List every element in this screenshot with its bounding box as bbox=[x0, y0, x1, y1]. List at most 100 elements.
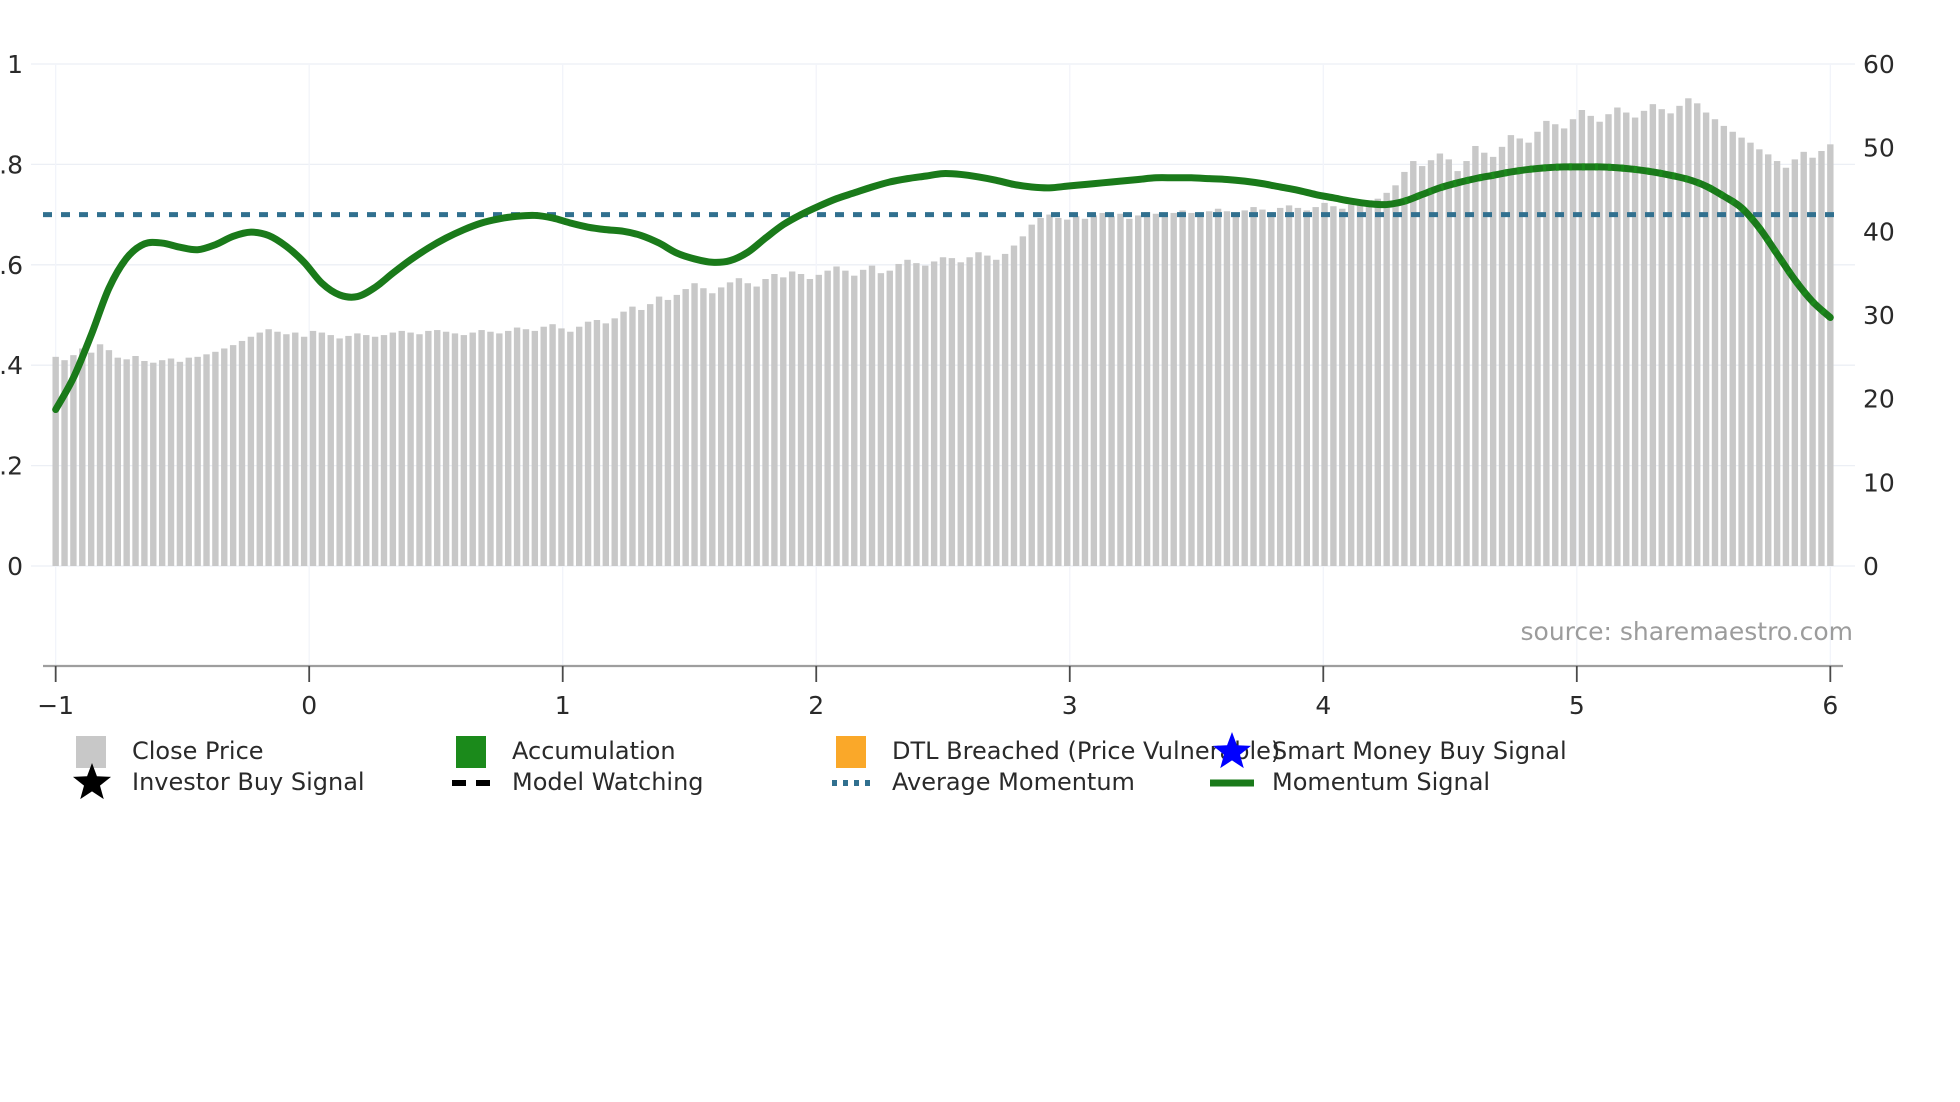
bar-close-price bbox=[256, 332, 263, 566]
bar-close-price bbox=[549, 324, 556, 566]
bar-close-price bbox=[354, 333, 361, 566]
y-left-tick-label: 0.6 bbox=[0, 251, 23, 280]
legend-average-momentum[interactable]: Average Momentum bbox=[832, 768, 1135, 796]
bar-close-price bbox=[744, 283, 751, 566]
legend-smart-money[interactable]: Smart Money Buy Signal bbox=[1212, 732, 1567, 769]
bar-close-price bbox=[79, 348, 86, 566]
bar-close-price bbox=[1294, 207, 1302, 566]
bar-close-price bbox=[265, 329, 272, 566]
bar-close-price bbox=[425, 330, 432, 566]
legend-close-price[interactable]: Close Price bbox=[76, 736, 264, 768]
bar-close-price bbox=[451, 333, 459, 566]
bar-close-price bbox=[96, 344, 104, 566]
bar-close-price bbox=[1001, 253, 1009, 567]
bar-close-price bbox=[993, 259, 1000, 566]
bar-close-price bbox=[1605, 114, 1612, 566]
bar-close-price bbox=[1046, 214, 1053, 566]
bar-close-price bbox=[1188, 212, 1195, 566]
bar-close-price bbox=[1383, 192, 1390, 566]
bar-close-price bbox=[1791, 159, 1799, 566]
bar-close-price bbox=[1064, 219, 1071, 566]
bar-close-price bbox=[1339, 208, 1346, 567]
bar-close-price bbox=[398, 330, 405, 566]
bar-close-price bbox=[167, 358, 175, 566]
bar-close-price bbox=[1365, 203, 1373, 566]
legend-model-watching[interactable]: Model Watching bbox=[452, 768, 704, 796]
bar-close-price bbox=[176, 361, 184, 566]
bar-close-price bbox=[1285, 205, 1293, 566]
bar-close-price bbox=[158, 360, 166, 566]
x-axis-tick-label: 0 bbox=[301, 691, 317, 720]
bar-close-price bbox=[1418, 166, 1426, 566]
bar-close-price bbox=[203, 354, 210, 566]
bar-close-price bbox=[371, 336, 379, 566]
bar-close-price bbox=[1569, 119, 1577, 566]
bar-close-price bbox=[709, 293, 716, 566]
bar-close-price bbox=[1729, 131, 1736, 566]
bar-close-price bbox=[1534, 131, 1541, 566]
bar-close-price bbox=[664, 299, 672, 566]
bar-close-price bbox=[859, 269, 867, 566]
bar-close-price bbox=[1498, 146, 1506, 566]
x-axis-tick-label: 5 bbox=[1569, 691, 1585, 720]
bar-close-price bbox=[1623, 112, 1630, 566]
bar-close-price bbox=[762, 279, 769, 566]
legend-accumulation[interactable]: Accumulation bbox=[456, 736, 676, 768]
bar-close-price bbox=[327, 335, 334, 566]
bars-group bbox=[52, 98, 1834, 567]
legend-label: Smart Money Buy Signal bbox=[1272, 737, 1567, 765]
bar-close-price bbox=[1090, 215, 1098, 566]
bar-close-price bbox=[1685, 98, 1692, 567]
legend-investor-buy[interactable]: Investor Buy Signal bbox=[72, 763, 365, 800]
bar-close-price bbox=[1214, 208, 1222, 567]
bar-close-price bbox=[522, 329, 530, 566]
legend-group: Close Price Accumulation DTL Breached (Pri… bbox=[72, 732, 1567, 800]
bar-close-price bbox=[1135, 215, 1142, 566]
bar-close-price bbox=[620, 311, 627, 566]
bar-close-price bbox=[318, 332, 326, 566]
bar-close-price bbox=[460, 335, 468, 566]
x-axis-tick-label: 4 bbox=[1315, 691, 1331, 720]
bar-close-price bbox=[584, 321, 592, 566]
y-right-tick-label: 60 bbox=[1863, 50, 1895, 79]
bar-close-price bbox=[842, 270, 849, 566]
bar-close-price bbox=[1765, 154, 1772, 567]
bar-close-price bbox=[868, 265, 876, 566]
bar-close-price bbox=[726, 282, 734, 566]
y-right-tick-label: 40 bbox=[1863, 217, 1895, 246]
bar-close-price bbox=[478, 330, 485, 566]
bar-close-price bbox=[469, 332, 476, 566]
bar-close-price bbox=[638, 309, 645, 566]
bar-close-price bbox=[1694, 103, 1701, 566]
bar-close-price bbox=[434, 330, 441, 566]
bar-close-price bbox=[336, 338, 343, 566]
legend-label: DTL Breached (Price Vulnerable) bbox=[892, 737, 1280, 765]
bar-close-price bbox=[1578, 110, 1586, 567]
bar-close-price bbox=[1374, 198, 1381, 566]
legend-dtl-breached[interactable]: DTL Breached (Price Vulnerable) bbox=[836, 736, 1280, 768]
bar-close-price bbox=[567, 331, 574, 566]
bar-close-price bbox=[966, 257, 973, 566]
x-axis-tick-label: 3 bbox=[1062, 691, 1078, 720]
bar-close-price bbox=[505, 330, 512, 566]
bar-close-price bbox=[1037, 217, 1044, 566]
bar-close-price bbox=[345, 335, 352, 566]
bar-close-price bbox=[1711, 119, 1719, 566]
y-right-tick-label: 20 bbox=[1863, 385, 1895, 414]
y-left-tick-label: 1 bbox=[7, 50, 23, 79]
bar-close-price bbox=[806, 279, 814, 566]
axes-group: 00.20.40.60.810102030405060−10123456sour… bbox=[0, 50, 1895, 720]
bar-close-price bbox=[1321, 202, 1328, 566]
bar-close-price bbox=[753, 286, 760, 566]
bar-close-price bbox=[922, 265, 929, 566]
bar-close-price bbox=[212, 351, 219, 566]
bar-close-price bbox=[1463, 161, 1470, 567]
bar-close-price bbox=[363, 335, 370, 566]
bar-close-price bbox=[673, 294, 680, 566]
bar-close-price bbox=[247, 336, 255, 566]
bar-close-price bbox=[1019, 236, 1027, 566]
y-left-tick-label: 0.2 bbox=[0, 452, 23, 481]
legend-momentum-signal[interactable]: Momentum Signal bbox=[1210, 768, 1490, 796]
legend-label: Average Momentum bbox=[892, 768, 1135, 796]
